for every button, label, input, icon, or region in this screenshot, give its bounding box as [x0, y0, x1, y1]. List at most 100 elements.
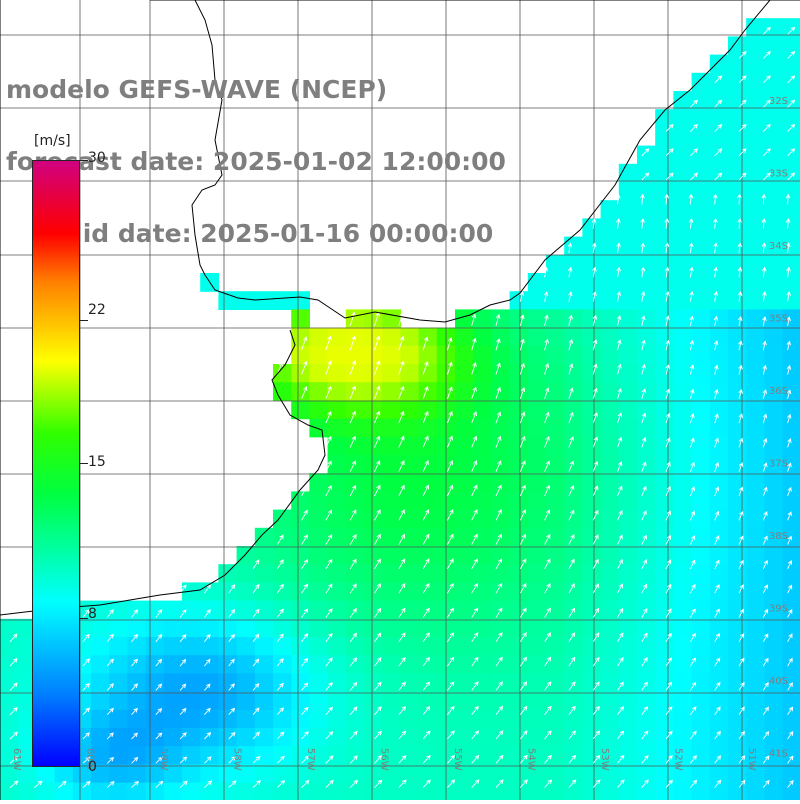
wind-speed-cell: [709, 564, 729, 583]
wind-speed-cell: [728, 527, 747, 547]
wind-speed-cell: [527, 364, 547, 383]
wind-arrow: [592, 363, 598, 375]
wind-speed-cell: [728, 782, 747, 802]
wind-speed-cell: [345, 782, 365, 802]
wind-speed-cell: [273, 382, 292, 401]
wind-arrow: [641, 461, 647, 472]
wind-speed-cell: [455, 618, 474, 638]
wind-arrow: [374, 484, 381, 497]
wind-speed-cell: [673, 546, 693, 565]
wind-speed-cell: [455, 418, 474, 438]
wind-speed-cell: [655, 182, 674, 201]
wind-speed-cell: [728, 309, 747, 329]
wind-speed-cell: [655, 218, 674, 238]
wind-arrow: [616, 242, 621, 254]
wind-speed-cell: [364, 746, 383, 765]
wind-arrow: [713, 242, 718, 254]
wind-arrow: [471, 411, 477, 424]
wind-arrow: [471, 656, 479, 667]
wind-speed-cell: [455, 691, 474, 711]
wind-speed-cell: [655, 345, 674, 365]
wind-arrow: [762, 755, 770, 764]
wind-speed-cell: [709, 72, 729, 92]
wind-speed-cell: [418, 473, 438, 492]
wind-arrow: [544, 484, 551, 497]
wind-arrow: [592, 460, 599, 472]
wind-speed-cell: [746, 218, 765, 238]
wind-speed-cell: [618, 728, 638, 747]
wind-speed-cell: [473, 455, 492, 474]
wind-arrow: [422, 509, 430, 521]
wind-speed-cell: [600, 582, 620, 602]
wind-speed-cell: [309, 637, 329, 656]
wind-speed-cell: [637, 436, 656, 456]
longitude-label: 57W: [305, 748, 316, 771]
wind-arrow: [495, 411, 502, 424]
wind-speed-cell: [254, 582, 274, 602]
wind-arrow: [422, 385, 429, 399]
wind-speed-cell: [782, 709, 800, 729]
wind-speed-cell: [491, 527, 511, 547]
wind-arrow: [446, 312, 453, 327]
wind-arrow: [471, 337, 477, 351]
wind-speed-cell: [309, 345, 329, 365]
wind-speed-cell: [163, 637, 183, 656]
wind-speed-cell: [327, 527, 347, 547]
wind-speed-cell: [109, 764, 128, 784]
wind-arrow: [665, 730, 673, 740]
wind-speed-cell: [637, 455, 656, 474]
wind-arrow: [252, 583, 260, 594]
wind-arrow: [325, 311, 332, 327]
wind-speed-cell: [254, 655, 274, 674]
wind-speed-cell: [746, 637, 765, 656]
wind-arrow: [592, 266, 597, 278]
wind-arrow: [495, 754, 504, 764]
wind-speed-cell: [691, 309, 711, 329]
wind-speed-cell: [254, 691, 274, 711]
wind-speed-cell: [364, 473, 383, 492]
wind-speed-cell: [764, 691, 784, 711]
wind-arrow: [737, 290, 743, 302]
wind-speed-cell: [182, 728, 201, 747]
wind-arrow: [617, 730, 625, 740]
wind-arrow: [9, 707, 18, 716]
wind-speed-cell: [491, 728, 511, 747]
wind-arrow: [106, 780, 115, 788]
wind-speed-cell: [0, 728, 19, 747]
wind-arrow: [228, 608, 236, 618]
wind-arrow: [519, 314, 525, 327]
wind-arrow: [301, 706, 309, 715]
wind-speed-cell: [764, 127, 784, 147]
wind-arrow: [787, 731, 794, 740]
wind-speed-cell: [709, 127, 729, 147]
wind-speed-cell: [728, 327, 747, 347]
wind-speed-cell: [309, 728, 329, 747]
wind-arrow: [567, 266, 573, 278]
wind-speed-cell: [764, 254, 784, 274]
wind-speed-cell: [764, 54, 784, 74]
wind-speed-cell: [509, 764, 529, 784]
wind-speed-cell: [273, 655, 292, 674]
wind-speed-cell: [455, 455, 474, 474]
wind-speed-cell: [782, 782, 800, 802]
wind-arrow: [641, 412, 647, 424]
wind-speed-cell: [600, 527, 620, 547]
wind-speed-cell: [400, 618, 420, 638]
wind-arrow: [690, 657, 696, 667]
wind-arrow: [34, 780, 43, 788]
wind-speed-cell: [655, 491, 674, 511]
wind-speed-cell: [782, 309, 800, 329]
wind-arrow: [398, 509, 405, 521]
wind-speed-cell: [491, 400, 511, 420]
wind-speed-cell: [273, 364, 292, 383]
wind-speed-cell: [564, 564, 583, 583]
wind-speed-cell: [163, 600, 183, 620]
wind-speed-cell: [582, 728, 602, 747]
wind-speed-cell: [218, 600, 238, 620]
wind-speed-cell: [163, 709, 183, 729]
wind-speed-cell: [455, 582, 474, 602]
wind-speed-cell: [291, 782, 310, 802]
wind-arrow: [495, 460, 502, 472]
wind-arrow: [787, 75, 796, 84]
wind-speed-cell: [691, 473, 711, 492]
